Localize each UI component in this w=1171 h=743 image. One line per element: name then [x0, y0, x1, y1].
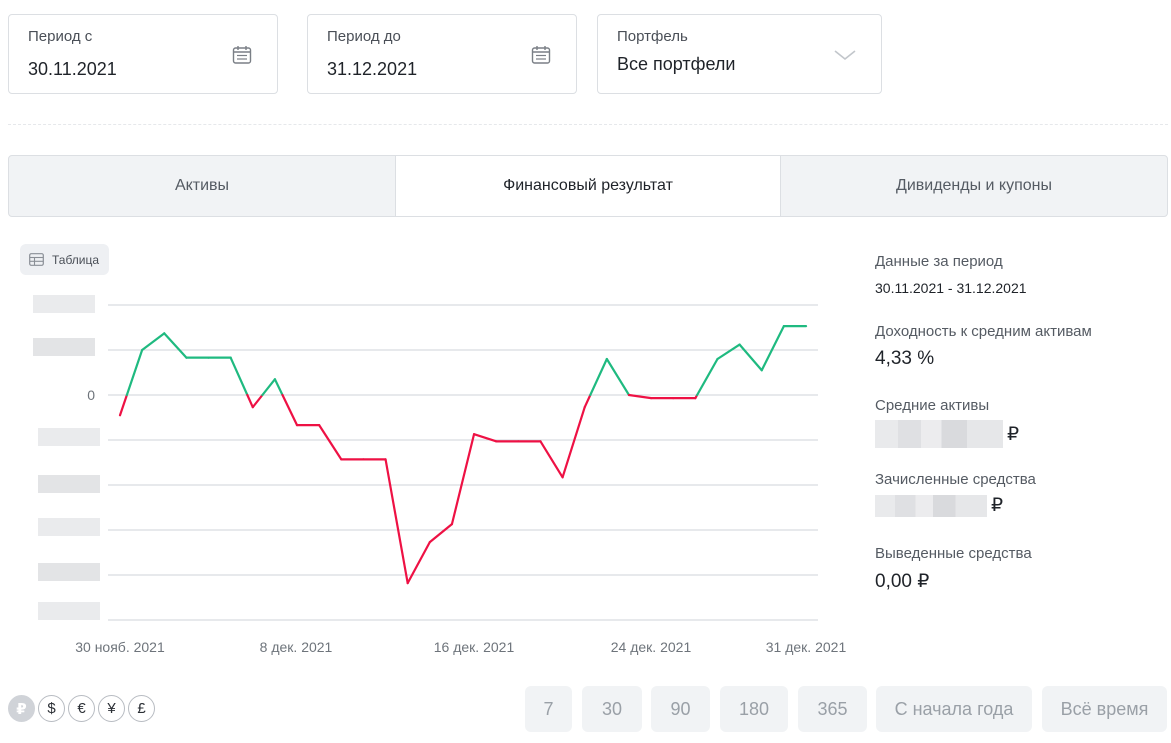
tab-assets[interactable]: Активы — [174, 177, 230, 194]
period-from-field[interactable]: Период с 30.11.2021 — [8, 14, 278, 94]
series-segment — [163, 332, 188, 359]
x-tick-label: 16 дек. 2021 — [434, 639, 515, 655]
summary-credited: Зачисленные средства ₽ — [875, 471, 1167, 517]
currency-symbol: ₽ — [991, 495, 1004, 516]
portfolio-select[interactable]: Портфель Все портфели — [597, 14, 882, 94]
series-segment — [251, 393, 264, 409]
series-segment — [273, 378, 284, 397]
hidden-value — [875, 494, 987, 517]
hidden-y-tick — [38, 602, 100, 620]
series-segment — [141, 332, 166, 352]
period-to-value[interactable]: 31.12.2021 — [327, 59, 418, 79]
series-segment — [627, 393, 653, 400]
summary-period-value: 30.11.2021 - 31.12.2021 — [875, 280, 1027, 296]
series-segment — [760, 325, 785, 372]
series-segment — [281, 393, 299, 427]
calendar-icon[interactable] — [531, 45, 551, 65]
summary-period: Данные за период 30.11.2021 - 31.12.2021 — [875, 253, 1167, 296]
y-tick-label: 0 — [87, 387, 95, 403]
summary-yield-value: 4,33 % — [875, 348, 935, 369]
summary-yield-label: Доходность к средним активам — [875, 323, 1092, 340]
summary-withdrawn-value: 0,00 ₽ — [875, 571, 930, 592]
summary-avg-assets: Средние активы ₽ — [875, 397, 1167, 448]
hidden-y-tick — [38, 475, 100, 493]
summary-credited-label: Зачисленные средства — [875, 471, 1036, 488]
series-segment — [583, 393, 592, 409]
x-tick-label: 30 нояб. 2021 — [75, 639, 165, 655]
tab-financial-result[interactable]: Финансовый результат — [395, 156, 781, 216]
series-segment — [229, 356, 249, 397]
series-segment — [428, 523, 454, 544]
tabs: Активы Финансовый результат Дивиденды и … — [8, 155, 1168, 217]
currency-eur-button[interactable]: € — [68, 695, 95, 722]
table-icon — [29, 253, 44, 266]
summary-avg-assets-label: Средние активы — [875, 397, 990, 414]
series-segment — [125, 348, 144, 397]
period-30-button[interactable]: 30 — [582, 686, 642, 732]
currency-symbol: ₽ — [1007, 423, 1020, 445]
series-segment — [472, 433, 498, 443]
series-segment — [716, 343, 741, 361]
period-to-field[interactable]: Период до 31.12.2021 — [307, 14, 577, 94]
summary-withdrawn-label: Выведенные средства — [875, 545, 1032, 562]
x-tick-label: 24 дек. 2021 — [611, 639, 692, 655]
period-90-button[interactable]: 90 — [651, 686, 710, 732]
currency-rub-button[interactable]: ₽ — [8, 695, 35, 722]
financial-result-chart: 0 30 нояб. 2021 8 дек. 2021 16 дек. 2021 24 … — [33, 295, 847, 655]
series-segment — [318, 424, 343, 461]
period-365-button[interactable]: 365 — [798, 686, 867, 732]
hidden-value — [875, 420, 1003, 448]
summary-period-label: Данные за период — [875, 253, 1003, 270]
currency-usd-button[interactable]: $ — [38, 695, 65, 722]
period-all-time-button[interactable]: Всё время — [1042, 686, 1167, 732]
series-segment — [561, 406, 586, 479]
hidden-y-tick — [38, 428, 100, 446]
period-from-value[interactable]: 30.11.2021 — [28, 59, 117, 79]
series-segment — [539, 440, 564, 479]
x-tick-label: 31 дек. 2021 — [766, 639, 847, 655]
summary-withdrawn: Выведенные средства 0,00 ₽ — [875, 545, 1167, 593]
period-to-label: Период до — [327, 28, 401, 45]
series-segment — [384, 458, 409, 585]
series-segment — [450, 433, 476, 526]
portfolio-value[interactable]: Все портфели — [617, 54, 736, 74]
hidden-y-tick — [33, 338, 95, 356]
hidden-y-tick — [38, 518, 100, 536]
currency-gbp-button[interactable]: £ — [128, 695, 155, 722]
series-segment — [605, 357, 631, 397]
portfolio-label: Портфель — [617, 28, 688, 45]
period-180-button[interactable]: 180 — [720, 686, 788, 732]
table-button[interactable]: Таблица — [20, 244, 110, 275]
period-from-label: Период с — [28, 28, 93, 45]
series-segment — [406, 541, 431, 585]
tab-dividends-coupons[interactable]: Дивиденды и купоны — [895, 177, 1053, 194]
series-segment — [261, 378, 277, 397]
hidden-y-tick — [38, 563, 100, 581]
x-tick-label: 8 дек. 2021 — [260, 639, 333, 655]
calendar-icon[interactable] — [232, 45, 252, 65]
series-segment — [246, 393, 254, 409]
period-ytd-button[interactable]: С начала года — [876, 686, 1032, 732]
series-segment — [696, 357, 719, 397]
period-7-button[interactable]: 7 — [525, 686, 572, 732]
series-segment — [118, 393, 128, 417]
series-segment — [738, 343, 763, 372]
chevron-down-icon[interactable] — [833, 47, 857, 63]
series-segment — [589, 357, 608, 397]
hidden-y-tick — [33, 295, 95, 313]
summary-yield: Доходность к средним активам 4,33 % — [875, 323, 1167, 370]
currency-cny-button[interactable]: ¥ — [98, 695, 125, 722]
divider — [8, 124, 1168, 125]
table-button-label: Таблица — [52, 252, 100, 267]
